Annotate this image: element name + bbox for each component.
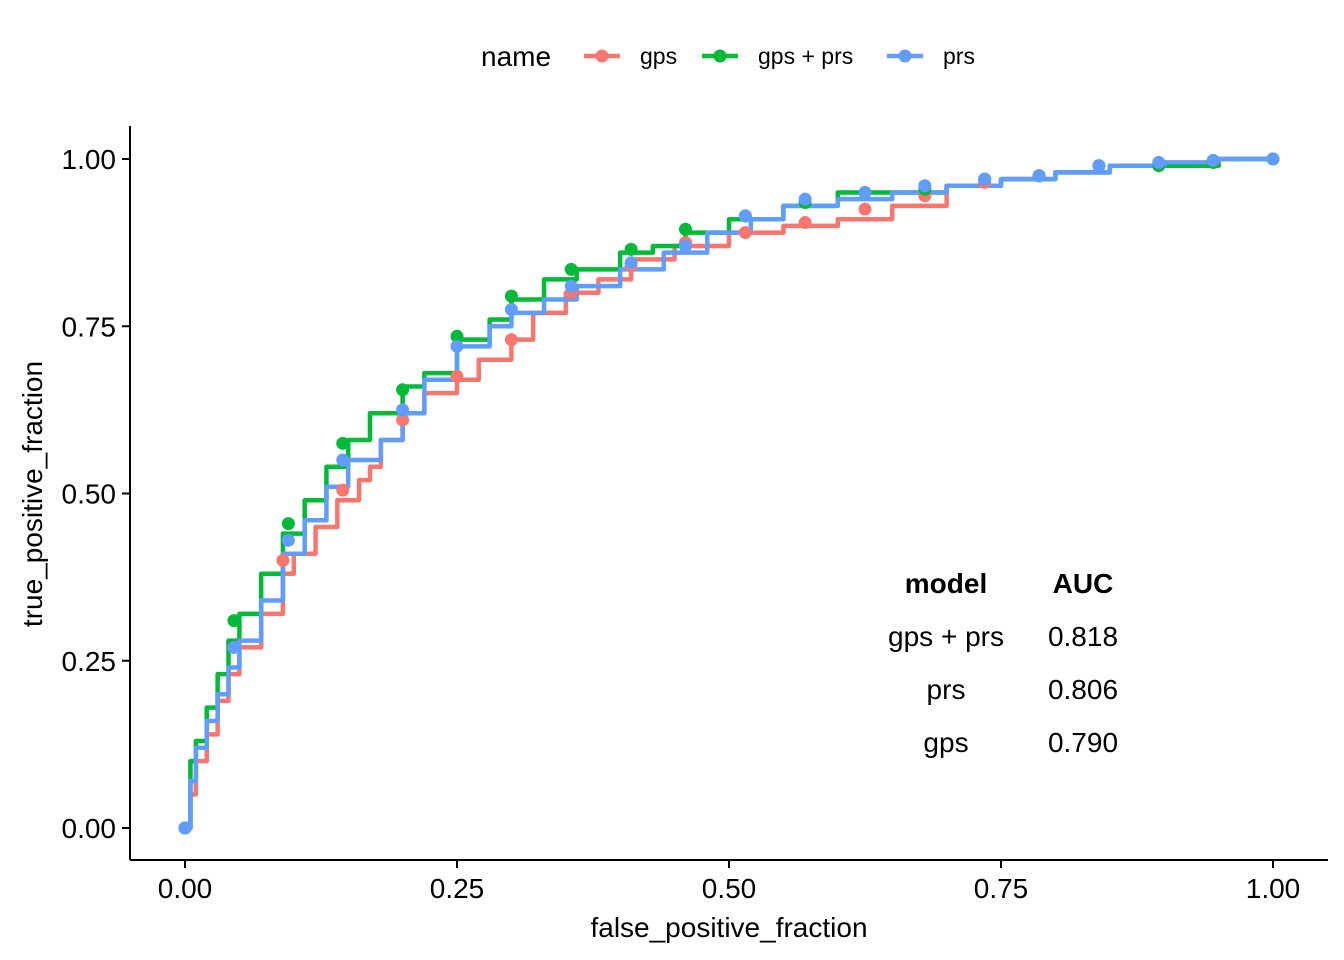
y-tick-label: 1.00	[62, 144, 117, 175]
auc-table: model AUC gps + prs 0.818 prs 0.806 gps …	[888, 568, 1118, 758]
data-point	[450, 369, 464, 383]
data-point	[738, 209, 752, 223]
auc-table-model: prs	[927, 674, 966, 705]
data-point	[281, 517, 295, 531]
data-point	[624, 242, 638, 256]
data-point	[564, 279, 578, 293]
y-tick-label: 0.75	[62, 311, 117, 342]
data-point	[396, 383, 410, 397]
x-tick-label: 0.50	[702, 873, 757, 904]
data-point	[798, 216, 812, 230]
legend-label: gps	[640, 43, 677, 69]
data-point	[564, 262, 578, 276]
y-tick-label: 0.00	[62, 813, 117, 844]
legend-label: prs	[943, 43, 975, 69]
data-point	[678, 222, 692, 236]
x-tick-label: 0.00	[158, 873, 213, 904]
data-point	[1092, 159, 1106, 173]
data-point	[858, 202, 872, 216]
data-point	[276, 553, 290, 567]
plot-area	[178, 152, 1280, 835]
x-tick-label: 0.25	[430, 873, 485, 904]
legend: name gps gps + prs prs	[481, 41, 975, 72]
legend-key-point	[898, 49, 912, 63]
auc-table-header-model: model	[905, 568, 987, 599]
series-line-prs	[185, 156, 1273, 831]
x-tick-label: 0.75	[974, 873, 1029, 904]
data-point	[918, 179, 932, 193]
data-point	[858, 185, 872, 199]
data-point	[1266, 152, 1280, 166]
data-point	[281, 533, 295, 547]
data-point	[450, 329, 464, 343]
legend-item: gps + prs	[702, 43, 853, 69]
data-point	[678, 239, 692, 253]
auc-table-value: 0.790	[1048, 727, 1118, 758]
axes: 0.00 0.25 0.50 0.75 1.00 0.00 0.25 0.50 0.75 1.0…	[17, 126, 1328, 943]
auc-table-model: gps + prs	[888, 621, 1004, 652]
x-axis-label: false_positive_fraction	[590, 912, 867, 943]
data-point	[227, 614, 241, 628]
legend-item: prs	[887, 43, 975, 69]
data-point	[336, 453, 350, 467]
auc-table-model: gps	[923, 727, 968, 758]
data-point	[396, 413, 410, 427]
data-point	[738, 226, 752, 240]
data-point	[396, 403, 410, 417]
data-point	[1206, 153, 1220, 167]
legend-label: gps + prs	[758, 43, 853, 69]
y-tick-label: 0.25	[62, 646, 117, 677]
data-point	[336, 483, 350, 497]
data-point	[336, 436, 350, 450]
legend-item: gps	[584, 43, 677, 69]
data-point	[1152, 155, 1166, 169]
x-tick-label: 1.00	[1246, 873, 1301, 904]
data-point	[504, 333, 518, 347]
legend-key-point	[713, 49, 727, 63]
data-point	[798, 192, 812, 206]
auc-table-header-auc: AUC	[1053, 568, 1114, 599]
auc-table-value: 0.818	[1048, 621, 1118, 652]
data-point	[227, 640, 241, 654]
data-point	[450, 339, 464, 353]
legend-key-point	[595, 49, 609, 63]
auc-table-value: 0.806	[1048, 674, 1118, 705]
y-axis-label: true_positive_fraction	[17, 361, 48, 627]
data-point	[978, 172, 992, 186]
data-point	[504, 303, 518, 317]
y-tick-label: 0.50	[62, 479, 117, 510]
data-point	[1032, 169, 1046, 183]
data-point	[178, 821, 192, 835]
data-point	[624, 256, 638, 270]
legend-title: name	[481, 41, 551, 72]
data-point	[504, 289, 518, 303]
